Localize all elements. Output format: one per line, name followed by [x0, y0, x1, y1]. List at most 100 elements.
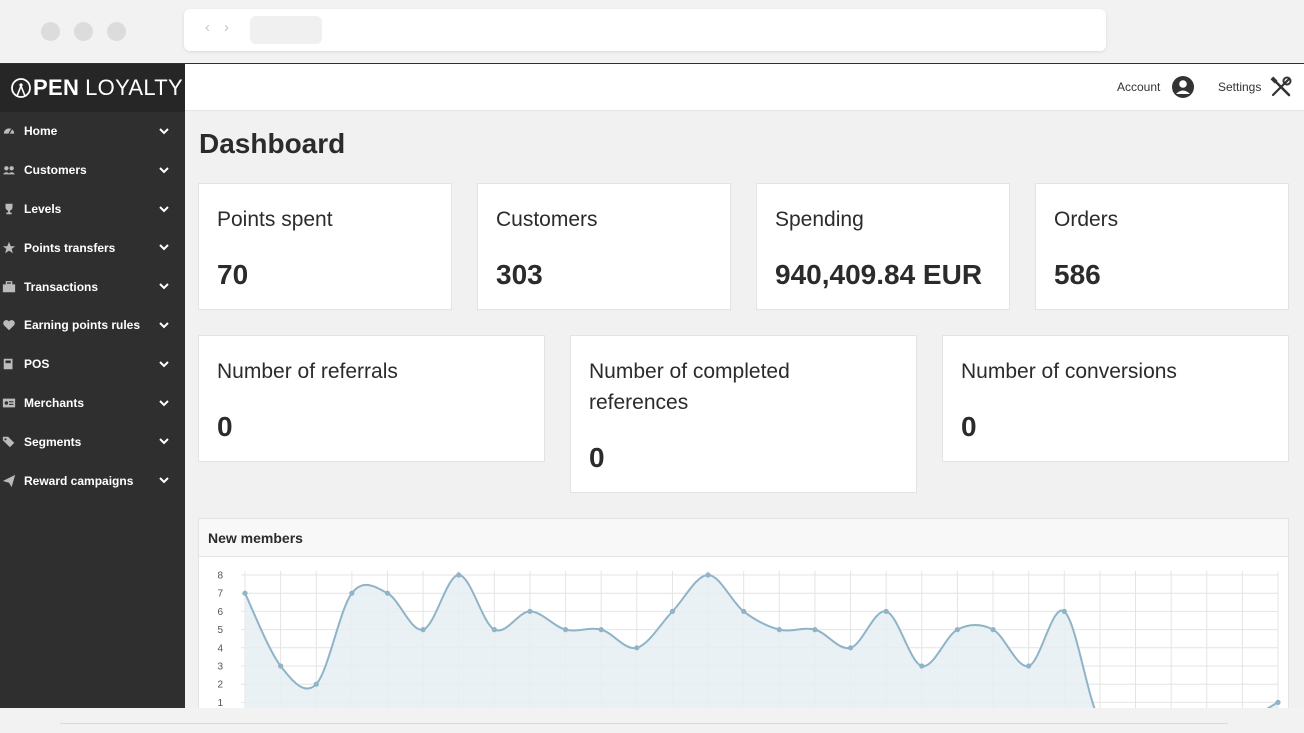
settings-tools-icon[interactable]	[1269, 75, 1293, 99]
logo[interactable]: PEN LOYALTY	[0, 64, 185, 112]
sidebar: PEN LOYALTY Home Customers Levels Points tr…	[0, 64, 185, 709]
forward-arrow-icon[interactable]: ›	[224, 19, 229, 36]
data-point[interactable]	[313, 681, 319, 687]
new-members-chart-panel: New members 1 2 3 4 5 6 7 8	[198, 518, 1289, 718]
top-bar: Account Settings	[185, 64, 1304, 111]
back-arrow-icon[interactable]: ‹	[205, 19, 210, 36]
sidebar-item-merchants[interactable]: Merchants	[0, 384, 185, 423]
tags-icon	[2, 436, 15, 448]
y-tick-label: 1	[217, 698, 223, 709]
y-tick-label: 8	[217, 571, 223, 582]
account-link[interactable]: Account	[1117, 80, 1161, 94]
data-point[interactable]	[919, 663, 925, 669]
new-members-chart: 1 2 3 4 5 6 7 8	[217, 571, 1281, 717]
dashboard-icon	[3, 128, 15, 135]
bottom-bar	[0, 708, 1304, 733]
browser-chrome: ‹ ›	[0, 0, 1304, 63]
sidebar-item-earning-points-rules[interactable]: Earning points rules	[0, 306, 185, 345]
sidebar-item-label: Customers	[24, 163, 87, 178]
y-tick-label: 2	[217, 680, 223, 691]
sidebar-item-points-transfers[interactable]: Points transfers	[0, 228, 185, 267]
data-point[interactable]	[1061, 608, 1067, 614]
stat-label: Orders	[1054, 208, 1119, 231]
sidebar-item-label: Points transfers	[24, 240, 116, 255]
window-close-dot[interactable]	[41, 22, 60, 41]
chevron-down-icon[interactable]	[159, 436, 169, 446]
stat-value: 0	[217, 411, 233, 442]
data-point[interactable]	[491, 627, 497, 633]
settings-link[interactable]: Settings	[1218, 80, 1262, 94]
logo-text-light: LOYALTY	[85, 75, 184, 100]
sidebar-item-home[interactable]: Home	[0, 112, 185, 151]
address-bar[interactable]	[184, 9, 1106, 51]
url-field[interactable]	[250, 16, 322, 44]
users-icon	[2, 166, 16, 175]
sidebar-item-segments[interactable]: Segments	[0, 422, 185, 461]
stat-card-points-spent: Points spent 70	[198, 183, 452, 310]
data-point[interactable]	[990, 627, 996, 633]
data-point[interactable]	[705, 572, 711, 578]
data-point[interactable]	[562, 627, 569, 633]
data-point[interactable]	[420, 627, 426, 633]
data-point[interactable]	[883, 608, 889, 614]
data-point[interactable]	[278, 663, 284, 669]
sidebar-item-pos[interactable]: POS	[0, 345, 185, 384]
sidebar-item-label: Merchants	[24, 395, 85, 410]
sidebar-item-reward-campaigns[interactable]: Reward campaigns	[0, 461, 185, 500]
data-point[interactable]	[954, 627, 961, 633]
window-maximize-dot[interactable]	[107, 22, 126, 41]
chevron-down-icon[interactable]	[159, 242, 169, 252]
window-minimize-dot[interactable]	[74, 22, 93, 41]
stat-card-orders: Orders 586	[1035, 183, 1289, 310]
chevron-down-icon[interactable]	[159, 165, 169, 175]
chevron-down-icon[interactable]	[159, 359, 169, 369]
stat-label: Spending	[775, 208, 864, 231]
stat-value: 940,409.84 EUR	[775, 259, 983, 290]
data-point[interactable]	[741, 608, 747, 614]
stat-label: Points spent	[217, 208, 333, 231]
data-point[interactable]	[847, 645, 854, 651]
sidebar-item-label: Transactions	[24, 279, 99, 294]
stat-card-customers: Customers 303	[477, 183, 731, 310]
stat-label: Number of completed references	[589, 360, 790, 414]
data-point[interactable]	[669, 608, 676, 614]
chevron-down-icon[interactable]	[159, 320, 169, 330]
data-point[interactable]	[1026, 663, 1032, 669]
y-tick-label: 6	[217, 607, 223, 618]
stat-value: 303	[496, 259, 543, 290]
chevron-down-icon[interactable]	[159, 475, 169, 485]
heart-icon	[3, 320, 15, 331]
stat-card-completed-references: Number of completed references 0	[570, 335, 917, 493]
sidebar-item-label: Earning points rules	[24, 318, 141, 333]
sidebar-item-transactions[interactable]: Transactions	[0, 267, 185, 306]
sidebar-item-customers[interactable]: Customers	[0, 151, 185, 190]
sidebar-item-levels[interactable]: Levels	[0, 190, 185, 229]
chevron-down-icon[interactable]	[159, 126, 169, 136]
sidebar-item-label: POS	[24, 357, 50, 372]
data-point[interactable]	[456, 572, 462, 578]
data-point[interactable]	[634, 645, 640, 651]
y-tick-label: 4	[217, 643, 223, 654]
data-point[interactable]	[776, 627, 782, 633]
stat-card-referrals: Number of referrals 0	[198, 335, 545, 462]
data-point[interactable]	[598, 627, 604, 633]
data-point[interactable]	[242, 590, 248, 596]
series-line	[244, 573, 1279, 717]
data-point[interactable]	[812, 627, 818, 633]
data-point[interactable]	[384, 590, 391, 596]
main-content: Dashboard Points spent 70 Customers 303 …	[185, 111, 1304, 718]
stat-value: 0	[961, 411, 977, 442]
chevron-down-icon[interactable]	[159, 281, 169, 291]
chevron-down-icon[interactable]	[159, 398, 169, 408]
stat-card-conversions: Number of conversions 0	[942, 335, 1289, 462]
star-icon	[2, 241, 16, 254]
account-avatar-icon[interactable]	[1171, 75, 1195, 99]
logo-text-bold: PEN	[33, 75, 80, 100]
stat-value: 0	[589, 442, 605, 473]
chevron-down-icon[interactable]	[159, 204, 169, 214]
stat-value: 70	[217, 259, 249, 290]
data-point[interactable]	[349, 590, 355, 596]
data-point[interactable]	[1275, 699, 1281, 705]
data-point[interactable]	[527, 608, 533, 614]
trophy-icon	[5, 203, 13, 215]
